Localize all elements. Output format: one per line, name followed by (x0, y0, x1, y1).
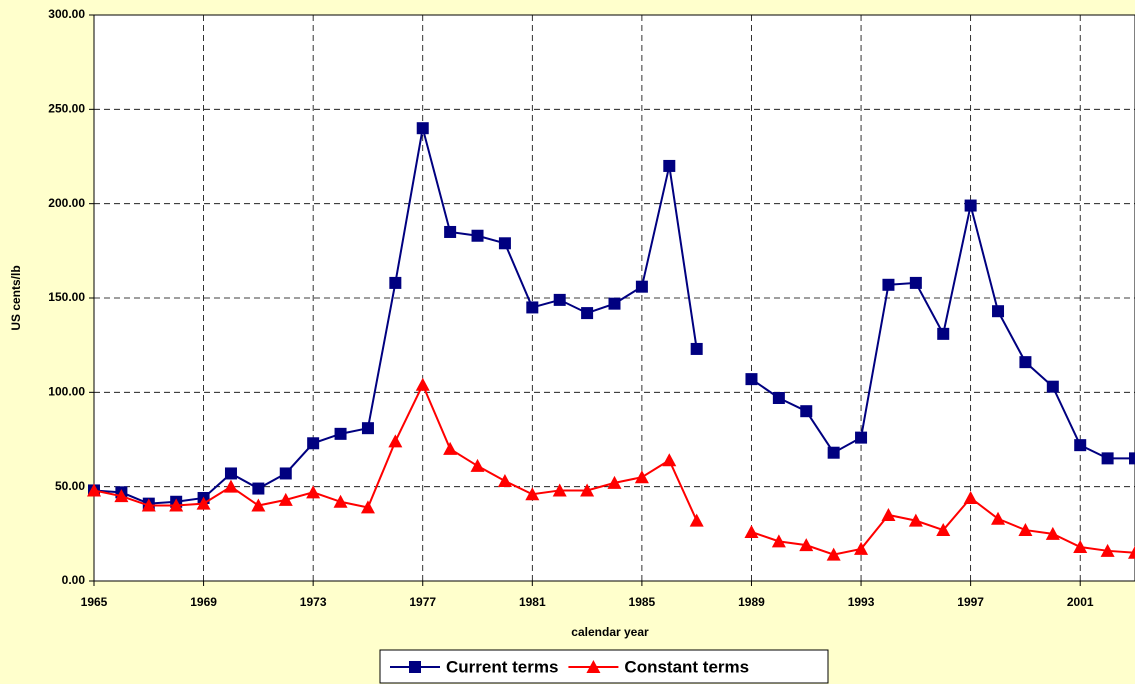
marker (1019, 356, 1032, 369)
marker (552, 483, 567, 497)
marker (771, 534, 786, 548)
marker (333, 494, 348, 508)
marker (307, 437, 320, 450)
marker (279, 467, 292, 480)
marker (1100, 543, 1115, 557)
y-tick-label: 300.00 (48, 7, 85, 21)
lines (87, 122, 1135, 561)
marker (497, 474, 512, 488)
marker (854, 541, 869, 555)
legend-label: Current terms (446, 657, 558, 676)
x-axis-title: calendar year (571, 625, 649, 639)
marker (498, 237, 511, 250)
marker (196, 496, 211, 510)
marker (689, 513, 704, 527)
marker (389, 276, 402, 289)
y-tick-label: 150.00 (48, 290, 85, 304)
x-tick-label: 1977 (409, 595, 436, 609)
marker (470, 458, 485, 472)
marker (744, 524, 759, 538)
marker (251, 498, 266, 512)
marker (882, 278, 895, 291)
marker (608, 297, 621, 310)
marker (252, 482, 265, 495)
marker (525, 487, 540, 501)
marker (855, 431, 868, 444)
legend: Current terms Constant terms (390, 657, 749, 676)
marker (306, 485, 321, 499)
y-tick-label: 50.00 (55, 479, 85, 493)
marker (963, 490, 978, 504)
marker (334, 427, 347, 440)
x-tick-label: 1985 (629, 595, 656, 609)
marker (826, 547, 841, 561)
marker (936, 523, 951, 537)
marker (1046, 380, 1059, 393)
x-tick-label: 1989 (738, 595, 765, 609)
marker (607, 475, 622, 489)
marker (663, 159, 676, 172)
marker (223, 479, 238, 493)
marker (360, 500, 375, 514)
marker (1045, 526, 1060, 540)
marker (141, 498, 156, 512)
marker (416, 122, 429, 135)
marker (772, 391, 785, 404)
x-tick-label: 1993 (848, 595, 875, 609)
y-tick-label: 250.00 (48, 102, 85, 116)
x-tick-label: 2001 (1067, 595, 1094, 609)
x-tick-label: 1969 (190, 595, 217, 609)
marker (586, 660, 601, 673)
marker (114, 489, 129, 503)
marker (471, 229, 484, 242)
legend-label: Constant terms (624, 657, 749, 676)
marker (1129, 452, 1135, 465)
marker (635, 280, 648, 293)
marker (800, 405, 813, 418)
marker (827, 446, 840, 459)
marker (909, 276, 922, 289)
marker (409, 661, 421, 673)
marker (526, 301, 539, 314)
marker (1018, 523, 1033, 537)
marker (1073, 540, 1088, 554)
x-tick-label: 1973 (300, 595, 327, 609)
marker (361, 422, 374, 435)
y-tick-label: 100.00 (48, 385, 85, 399)
marker (87, 483, 101, 497)
marker (662, 453, 677, 467)
y-axis-title: US cents/lb (9, 265, 23, 330)
marker (443, 441, 458, 455)
marker (415, 377, 430, 391)
marker (553, 293, 566, 306)
x-tick-label: 1981 (519, 595, 546, 609)
marker (580, 483, 595, 497)
marker (1101, 452, 1114, 465)
marker (388, 434, 403, 448)
marker (169, 498, 184, 512)
x-tick-label: 1997 (957, 595, 984, 609)
marker (881, 507, 896, 521)
marker (581, 307, 594, 320)
y-tick-label: 0.00 (62, 573, 86, 587)
marker (278, 492, 293, 506)
marker (1128, 545, 1135, 559)
marker (690, 342, 703, 355)
marker (1074, 439, 1087, 452)
marker (745, 373, 758, 386)
marker (799, 538, 814, 552)
marker (991, 511, 1006, 525)
marker (224, 467, 237, 480)
marker (964, 199, 977, 212)
marker (634, 470, 649, 484)
marker (937, 327, 950, 340)
y-tick-label: 200.00 (48, 196, 85, 210)
x-tick-label: 1965 (81, 595, 108, 609)
marker (444, 225, 457, 238)
marker (992, 305, 1005, 318)
marker (908, 513, 923, 527)
